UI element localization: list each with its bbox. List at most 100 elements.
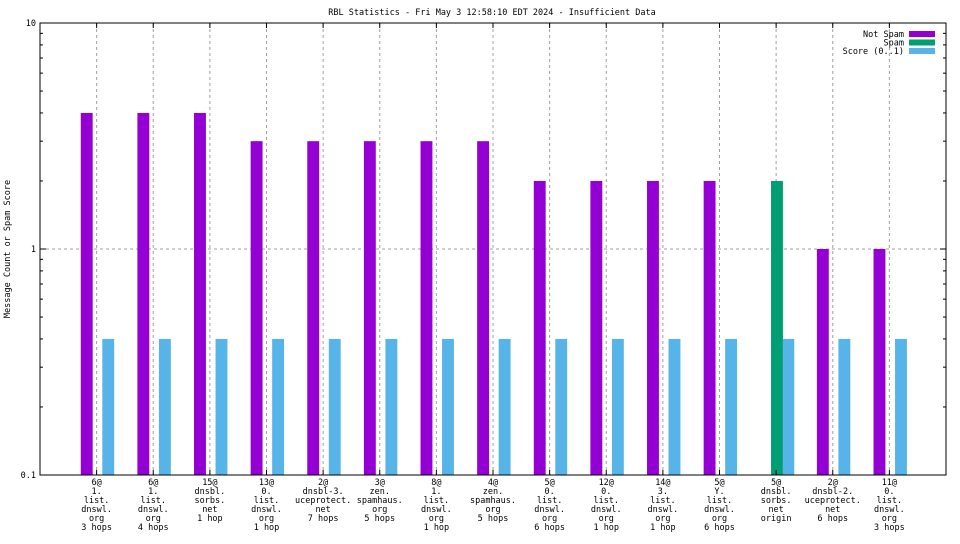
x-tick-label: dnsbl. bbox=[761, 487, 792, 497]
x-tick-label: org bbox=[429, 514, 444, 524]
bar-not-spam bbox=[250, 141, 263, 475]
bar-score bbox=[838, 338, 851, 475]
x-tick-label: dnsbl-3. bbox=[303, 487, 344, 497]
x-tick-label: 11@ bbox=[882, 478, 897, 488]
x-tick-label: list. bbox=[140, 496, 166, 506]
x-tick-label: 6@ bbox=[148, 478, 158, 488]
x-tick-label: net bbox=[315, 505, 330, 515]
x-tick-label: 8@ bbox=[431, 478, 441, 488]
bar-score bbox=[895, 338, 907, 475]
x-tick-label: 1. bbox=[148, 487, 158, 497]
x-tick-label: 1 hop bbox=[593, 523, 619, 533]
chart-title: RBL Statistics - Fri May 3 12:58:10 EDT … bbox=[328, 8, 656, 18]
x-tick-label: origin bbox=[761, 514, 792, 524]
x-tick-label: 14@ bbox=[655, 478, 670, 488]
x-tick-label: list. bbox=[424, 496, 450, 506]
x-tick-label: spamhaus. bbox=[357, 496, 403, 506]
x-tick-label: list. bbox=[84, 496, 110, 506]
bar-score bbox=[158, 338, 171, 475]
x-tick-label: org bbox=[655, 514, 670, 524]
x-tick-label: org bbox=[542, 514, 557, 524]
x-tick-label: 1. bbox=[92, 487, 102, 497]
x-tick-label: org bbox=[372, 505, 387, 515]
x-tick-label: 3@ bbox=[375, 478, 385, 488]
bar-not-spam bbox=[703, 180, 716, 475]
bar-score bbox=[442, 338, 454, 475]
x-tick-label: 13@ bbox=[259, 478, 274, 488]
x-tick-label: dnswl. bbox=[704, 505, 735, 515]
x-tick-label: Y. bbox=[714, 487, 724, 497]
x-tick-label: list. bbox=[877, 496, 903, 506]
x-tick-label: org bbox=[599, 514, 614, 524]
bar-not-spam bbox=[363, 141, 376, 475]
x-tick-label: net bbox=[202, 505, 217, 515]
x-tick-label: 5@ bbox=[545, 478, 555, 488]
x-tick-label: 1 hop bbox=[650, 523, 676, 533]
axes: 0.1 1 10 bbox=[21, 19, 947, 481]
bar-not-spam bbox=[816, 249, 829, 475]
x-tick-label: dnsbl-2. bbox=[812, 487, 853, 497]
bar-spam bbox=[771, 180, 783, 475]
x-tick-label: uceprotect. bbox=[805, 496, 861, 506]
bar-not-spam bbox=[590, 180, 603, 475]
bar-not-spam bbox=[194, 112, 206, 475]
bar-score bbox=[611, 338, 624, 475]
x-tick-label: 1 hop bbox=[197, 514, 223, 524]
bar-score bbox=[272, 338, 285, 475]
bar-not-spam bbox=[420, 141, 433, 475]
x-tick-label: 1 hop bbox=[254, 523, 280, 533]
x-tick-label: 7 hops bbox=[308, 514, 339, 524]
x-tick-label: org bbox=[882, 514, 897, 524]
x-tick-label: uceprotect. bbox=[295, 496, 351, 506]
legend-label: Score (0..1) bbox=[843, 47, 904, 57]
x-tick-label: net bbox=[825, 505, 840, 515]
x-tick-label: 0. bbox=[261, 487, 271, 497]
x-tick-label: 6@ bbox=[92, 478, 102, 488]
x-tick-label: 4@ bbox=[488, 478, 498, 488]
x-tick-label: org bbox=[259, 514, 274, 524]
bar-score bbox=[782, 338, 795, 475]
legend-swatch bbox=[909, 39, 935, 46]
y-tick-label: 0.1 bbox=[21, 471, 36, 481]
x-tick-label: list. bbox=[707, 496, 733, 506]
y-axis-label: Message Count or Spam Score bbox=[3, 180, 13, 318]
x-tick-label: 12@ bbox=[599, 478, 614, 488]
x-tick-label: 5 hops bbox=[364, 514, 395, 524]
x-tick-label: 4 hops bbox=[138, 523, 169, 533]
bar-not-spam bbox=[873, 249, 886, 475]
x-tick-label: sorbs. bbox=[761, 496, 792, 506]
x-tick-label: 0. bbox=[545, 487, 555, 497]
x-tick-label: dnswl. bbox=[874, 505, 905, 515]
x-tick-label: dnswl. bbox=[648, 505, 679, 515]
x-tick-label: list. bbox=[537, 496, 563, 506]
bar-score bbox=[668, 338, 681, 475]
x-tick-label: list. bbox=[593, 496, 619, 506]
legend-swatch bbox=[909, 48, 935, 54]
x-tick-label: dnswl. bbox=[138, 505, 169, 515]
x-tick-label: 5 hops bbox=[478, 514, 509, 524]
y-tick-label: 1 bbox=[31, 245, 36, 255]
x-tick-label: dnswl. bbox=[591, 505, 622, 515]
bar-not-spam bbox=[307, 141, 320, 475]
y-tick-label: 10 bbox=[26, 19, 36, 29]
x-tick-label: dnsbl. bbox=[195, 487, 226, 497]
x-tick-label: dnswl. bbox=[81, 505, 112, 515]
x-tick-label: 2@ bbox=[828, 478, 838, 488]
x-tick-label: org bbox=[89, 514, 104, 524]
x-tick-label: 5@ bbox=[771, 478, 781, 488]
bar-not-spam bbox=[533, 180, 546, 475]
x-tick-label: net bbox=[768, 505, 783, 515]
x-tick-label: 0. bbox=[601, 487, 611, 497]
x-tick-label: 6 hops bbox=[534, 523, 565, 533]
bar-not-spam bbox=[137, 112, 150, 475]
x-tick-label: 6 hops bbox=[704, 523, 735, 533]
bar-score bbox=[555, 338, 568, 475]
grid-lines bbox=[40, 23, 946, 475]
legend-label: Not Spam bbox=[863, 30, 904, 40]
x-tick-label: 1 hop bbox=[424, 523, 450, 533]
bar-score bbox=[385, 338, 398, 475]
legend-label: Spam bbox=[884, 39, 904, 49]
x-tick-label: zen. bbox=[483, 487, 503, 497]
